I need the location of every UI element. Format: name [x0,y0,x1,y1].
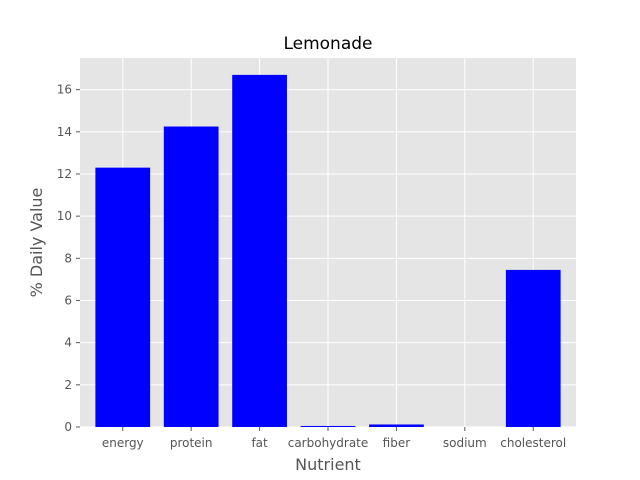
bar-fat [232,74,287,428]
x-tick-label: carbohydrate [288,436,369,450]
y-tick-label: 10 [57,209,72,223]
y-tick-label: 6 [64,293,72,307]
bar-energy [95,167,151,427]
x-tick-label: protein [170,436,213,450]
y-tick-label: 4 [64,336,72,350]
bar-protein [163,126,219,428]
y-tick-label: 8 [64,251,72,265]
x-tick-label: energy [102,436,144,450]
bars [95,74,561,428]
x-tick-label: fat [251,436,268,450]
y-tick-label: 16 [57,83,72,97]
x-tick-label: cholesterol [500,436,566,450]
y-tick-label: 2 [64,378,72,392]
x-tick-label: sodium [443,436,487,450]
bar-fiber [369,424,424,427]
x-axis-ticks: energy protein fat carbohydrate fiber sodium c… [102,427,566,450]
y-tick-label: 14 [57,125,72,139]
bar-cholesterol [505,269,561,427]
x-tick-label: fiber [383,436,411,450]
y-axis-label: % Daily Value [27,188,46,298]
y-tick-label: 0 [64,420,72,434]
chart-title: Lemonade [283,34,372,54]
bar-carbohydrate [300,425,356,427]
y-axis-ticks: 0 2 4 6 8 10 12 14 16 [57,83,80,434]
x-axis-label: Nutrient [295,455,361,474]
y-tick-label: 12 [57,167,72,181]
